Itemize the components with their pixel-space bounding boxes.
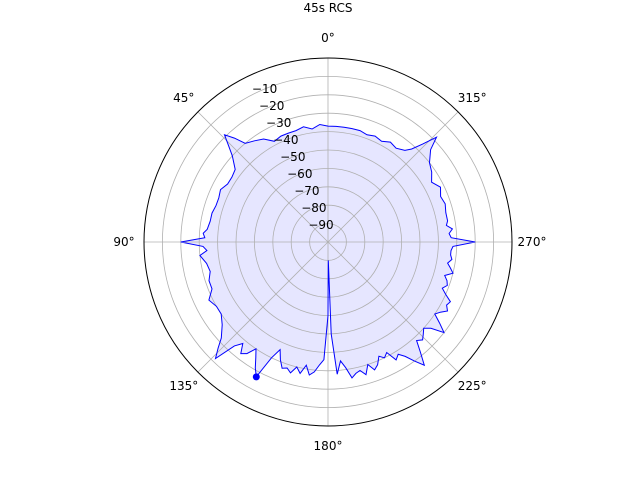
tick-labels: 0° 45° 90° 135° 180° 225° 270° 315° −90 −80 −70 −60… <box>113 31 546 453</box>
angle-tick-label-1: 45° <box>173 91 194 105</box>
angle-tick-label-2: 90° <box>113 235 134 249</box>
radial-tick-label-3: −60 <box>287 167 312 181</box>
radial-tick-label-4: −50 <box>280 150 305 164</box>
polar-outer-boundary <box>143 57 513 427</box>
angle-tick-label-5: 225° <box>458 379 487 393</box>
radial-tick-label-5: −40 <box>273 133 298 147</box>
rcs-line-layer <box>143 57 513 427</box>
radial-tick-label-8: −10 <box>252 82 277 96</box>
angle-tick-label-0: 0° <box>321 31 335 45</box>
angular-gridline-7 <box>327 111 459 243</box>
angle-tick-label-7: 315° <box>458 91 487 105</box>
angular-gridline-1 <box>197 111 329 243</box>
radial-tick-label-7: −20 <box>259 99 284 113</box>
radial-tick-label-2: −70 <box>294 184 319 198</box>
angular-gridline-3 <box>197 241 329 373</box>
rcs-series-line <box>180 123 476 379</box>
radial-tick-label-6: −30 <box>266 116 291 130</box>
angle-tick-label-3: 135° <box>169 379 198 393</box>
polar-grid <box>144 58 512 426</box>
radial-tick-label-0: −90 <box>308 218 333 232</box>
angular-gridline-5 <box>327 241 459 373</box>
chart-title: 45s RCS <box>303 1 352 15</box>
radial-tick-label-1: −80 <box>301 201 326 215</box>
rcs-marker-point <box>252 373 260 381</box>
angle-tick-label-4: 180° <box>314 439 343 453</box>
angle-tick-label-6: 270° <box>518 235 547 249</box>
